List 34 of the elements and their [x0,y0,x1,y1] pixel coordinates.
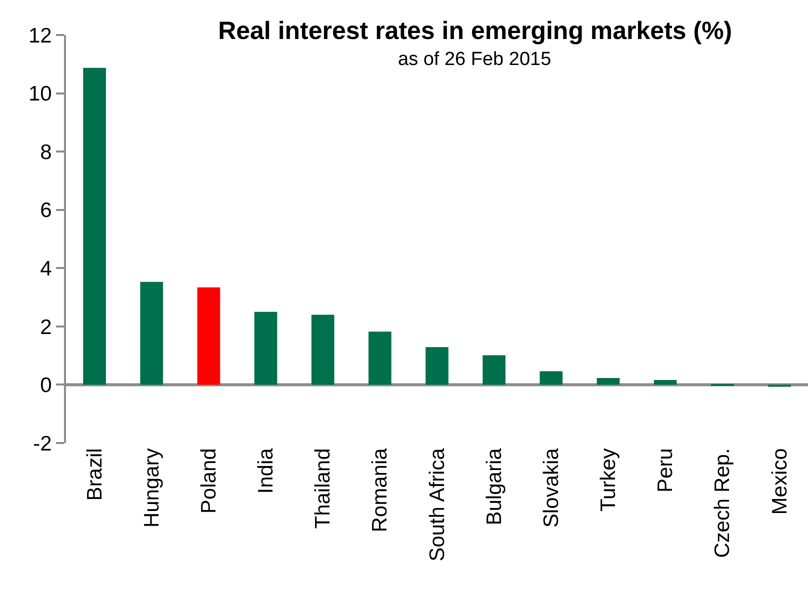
bar [482,355,506,385]
chart-title: Real interest rates in emerging markets (%) [218,16,732,45]
y-tick-label: 8 [40,140,52,164]
y-tick-label: 6 [40,199,52,222]
x-tick-label: Poland [198,448,221,514]
x-tick-label: Romania [368,448,392,532]
x-tick-label: Turkey [597,448,620,512]
y-tick-label: 10 [28,82,52,106]
text: as of 26 Feb 2015 [398,49,552,70]
bar [311,314,334,385]
x-tick-label: India [254,448,278,494]
x-tick-label: Hungary [140,448,164,528]
bar [368,332,392,385]
x-tick-label: Thailand [312,448,335,529]
x-tick-label: South Africa [426,448,449,562]
y-tick-label: 4 [40,257,52,280]
x-tick-label: Peru [654,448,678,493]
bar [140,282,164,385]
x-tick-label: Bulgaria [482,448,506,526]
x-tick-label: Mexico [768,448,792,515]
bar [254,312,278,385]
x-tick-label: Czech Rep. [711,448,734,558]
bar [596,378,620,385]
y-tick-label: 2 [40,316,52,339]
bar [197,287,220,385]
bar [540,371,563,385]
x-tick-label: Slovakia [540,448,563,528]
x-tick-label: Brazil [83,448,106,501]
bar [83,68,106,385]
y-tick-label: -2 [33,432,52,456]
y-tick-label: 12 [28,24,52,48]
bar [654,380,677,385]
bar [426,347,448,385]
y-tick-label: 0 [40,374,52,398]
